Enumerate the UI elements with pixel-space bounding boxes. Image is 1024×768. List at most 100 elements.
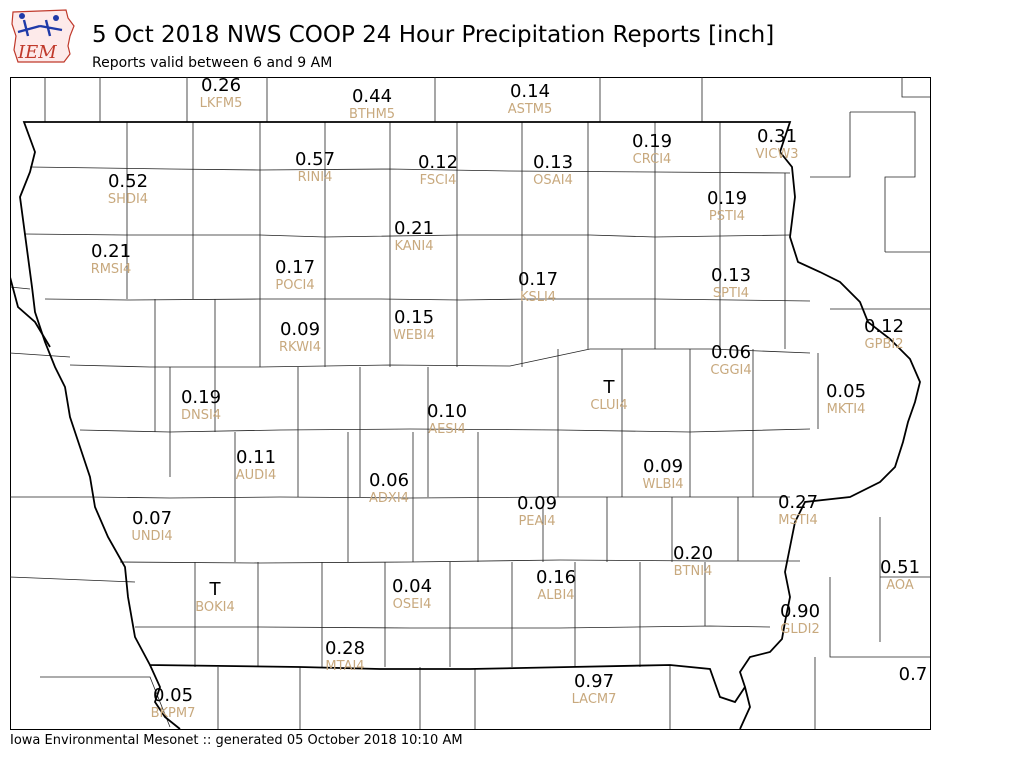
station-value: 0.21 bbox=[91, 241, 131, 262]
station-value: 0.27 bbox=[778, 492, 818, 513]
station-id: WLBI4 bbox=[642, 477, 683, 492]
station-id: BTNI4 bbox=[674, 564, 713, 579]
station-id: MTAI4 bbox=[325, 659, 364, 674]
station-value: 0.11 bbox=[236, 447, 276, 468]
county-borders bbox=[10, 77, 930, 729]
station-id: LKFM5 bbox=[200, 96, 243, 111]
station-value: 0.12 bbox=[418, 152, 458, 173]
station-value: T bbox=[603, 377, 616, 398]
station-value: 0.12 bbox=[864, 316, 904, 337]
page-title: 5 Oct 2018 NWS COOP 24 Hour Precipitatio… bbox=[92, 22, 775, 48]
station-value: 0.05 bbox=[153, 685, 193, 706]
station-id: OSAI4 bbox=[533, 173, 573, 188]
station-id: FSCI4 bbox=[420, 173, 457, 188]
station-id: WEBI4 bbox=[393, 328, 435, 343]
station-value: 0.06 bbox=[711, 342, 751, 363]
station-value: 0.09 bbox=[280, 319, 320, 340]
station-id: RKWI4 bbox=[279, 340, 321, 355]
station-marker: 0.7 bbox=[899, 664, 928, 685]
station-id: ALBI4 bbox=[537, 588, 574, 603]
station-id: BTHM5 bbox=[349, 107, 395, 122]
station-id: CGGI4 bbox=[710, 363, 751, 378]
station-id: AESI4 bbox=[428, 422, 465, 437]
station-value: 0.13 bbox=[711, 265, 751, 286]
station-value: 0.26 bbox=[201, 77, 241, 96]
station-id: PEAI4 bbox=[518, 514, 555, 529]
station-value: 0.97 bbox=[574, 671, 614, 692]
station-id: CLUI4 bbox=[590, 398, 627, 413]
station-id: BOKI4 bbox=[195, 600, 235, 615]
station-id: SHDI4 bbox=[108, 192, 148, 207]
station-value: 0.05 bbox=[826, 381, 866, 402]
station-value: 0.10 bbox=[427, 401, 467, 422]
station-value: T bbox=[209, 579, 222, 600]
station-id: MKTI4 bbox=[827, 402, 866, 417]
station-value: 0.04 bbox=[392, 576, 432, 597]
station-value: 0.20 bbox=[673, 543, 713, 564]
station-value: 0.51 bbox=[880, 557, 920, 578]
map-frame bbox=[10, 77, 931, 730]
station-value: 0.17 bbox=[518, 269, 558, 290]
station-value: 0.09 bbox=[517, 493, 557, 514]
iowa-state-logo-icon bbox=[11, 9, 75, 63]
station-id: ASTM5 bbox=[508, 102, 553, 117]
station-value: 0.7 bbox=[899, 664, 928, 685]
station-id: PSTI4 bbox=[709, 209, 745, 224]
station-id: KANI4 bbox=[394, 239, 433, 254]
station-id: SPTI4 bbox=[713, 286, 749, 301]
station-value: 0.19 bbox=[707, 188, 747, 209]
station-value: 0.06 bbox=[369, 470, 409, 491]
station-id: VICW3 bbox=[756, 147, 799, 162]
station-id: MSTI4 bbox=[778, 513, 818, 528]
station-value: 0.09 bbox=[643, 456, 683, 477]
station-id: RMSI4 bbox=[91, 262, 132, 277]
footer-credit: Iowa Environmental Mesonet :: generated … bbox=[10, 733, 463, 748]
station-id: AOA bbox=[886, 578, 914, 593]
station-id: DNSI4 bbox=[181, 408, 221, 423]
logo-text: IEM bbox=[17, 42, 57, 63]
station-id: LACM7 bbox=[572, 692, 617, 707]
station-id: CRCI4 bbox=[633, 152, 672, 167]
station-value: 0.16 bbox=[536, 567, 576, 588]
station-value: 0.52 bbox=[108, 171, 148, 192]
station-id: AUDI4 bbox=[236, 468, 277, 483]
station-value: 0.90 bbox=[780, 601, 820, 622]
station-id: UNDI4 bbox=[131, 529, 172, 544]
station-value: 0.31 bbox=[757, 126, 797, 147]
station-id: KSLI4 bbox=[520, 290, 556, 305]
station-value: 0.21 bbox=[394, 218, 434, 239]
station-id: GLDI2 bbox=[780, 622, 819, 637]
